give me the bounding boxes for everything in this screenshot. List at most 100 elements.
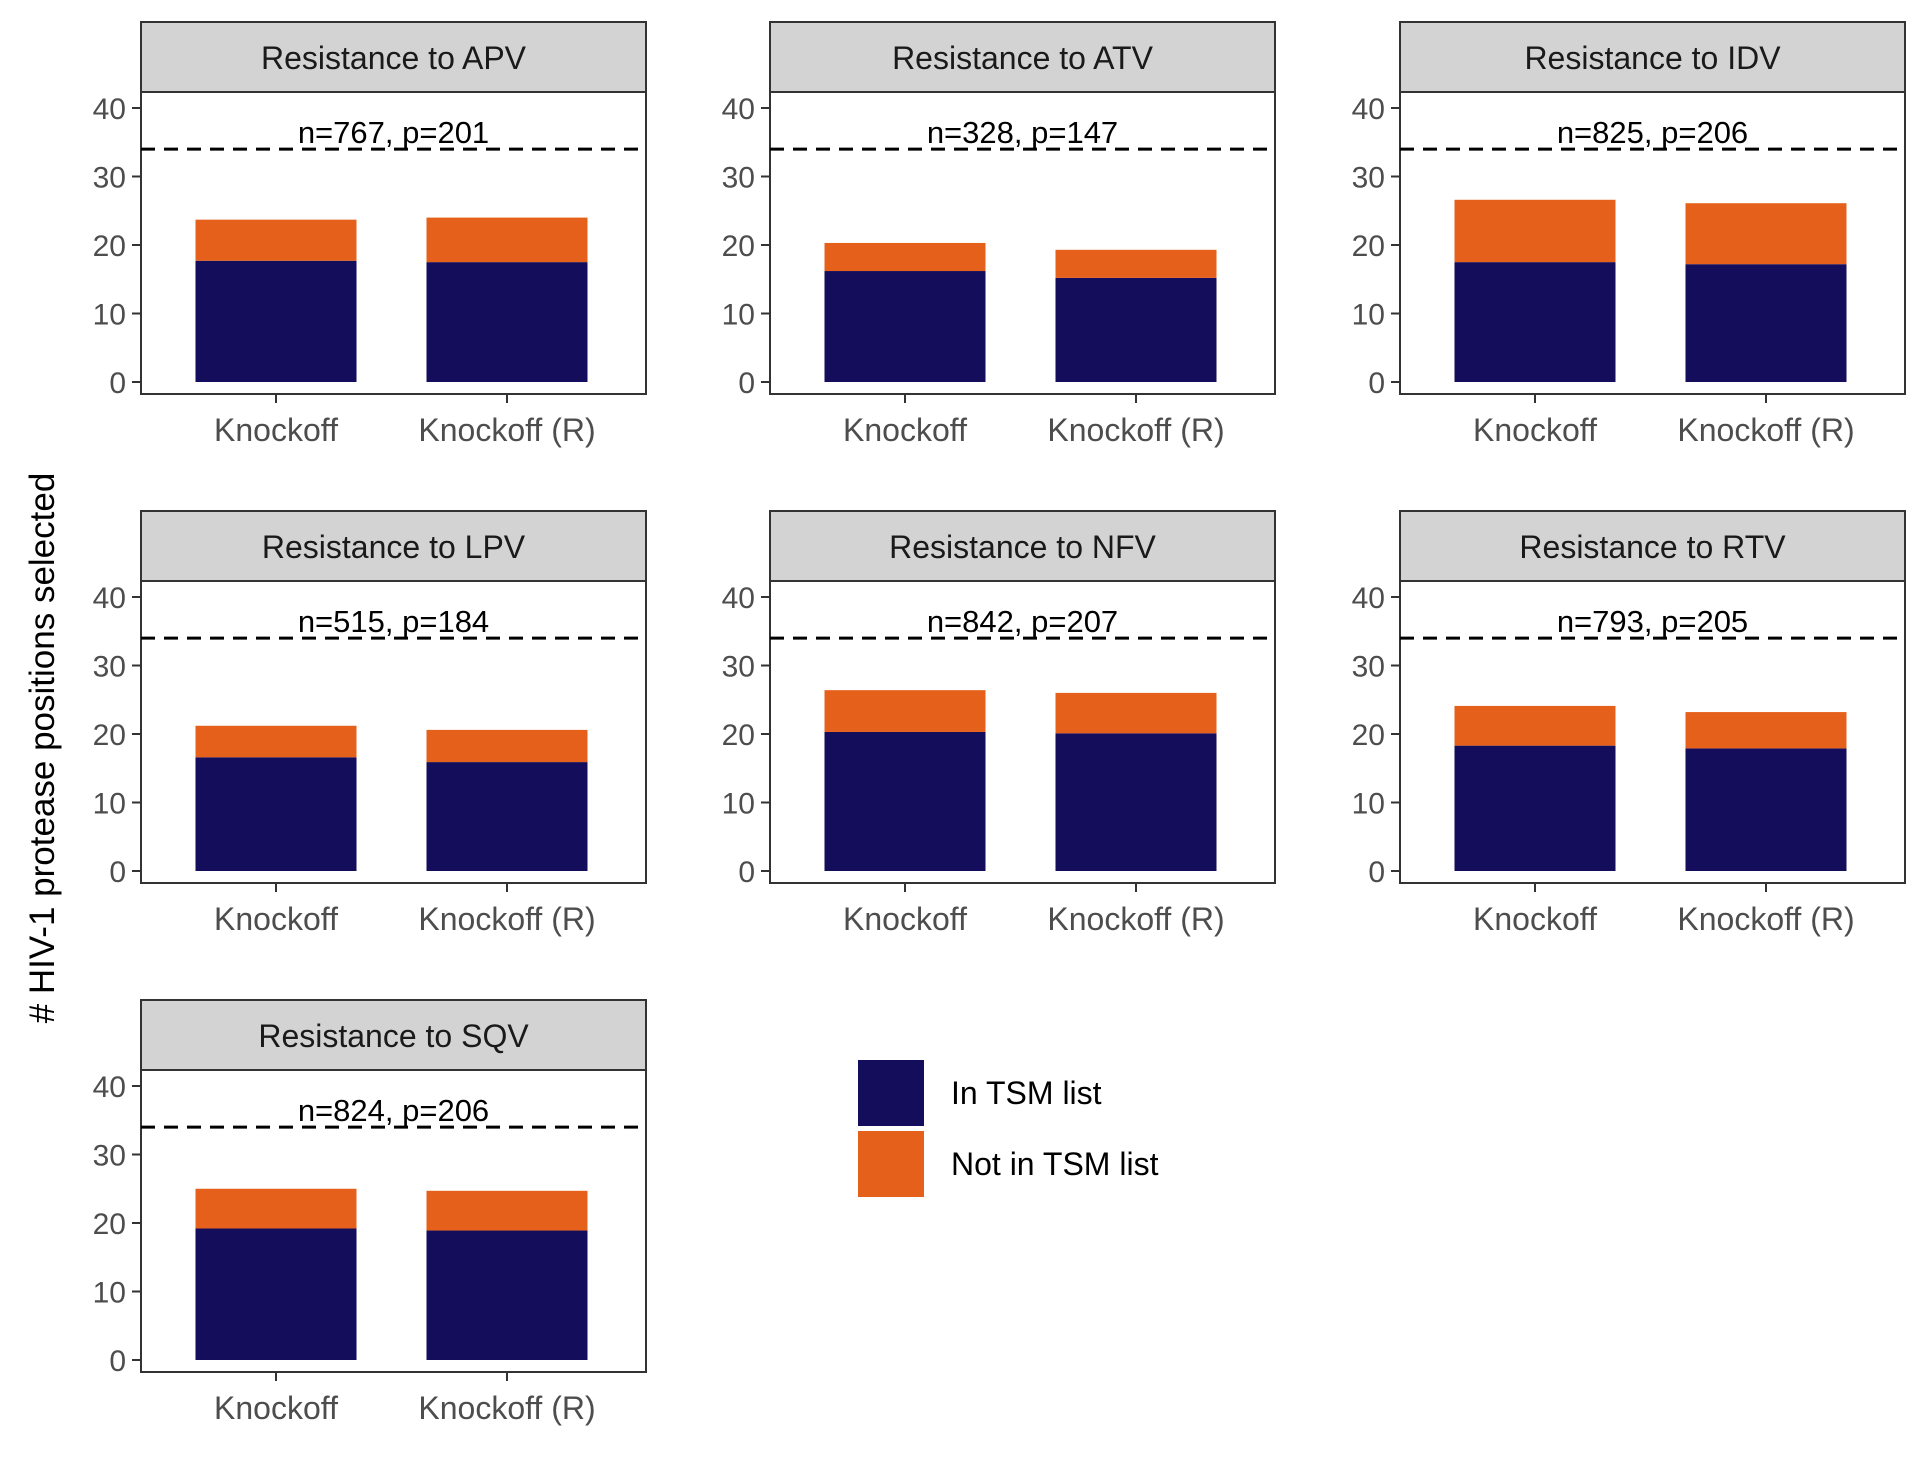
x-tick-label: Knockoff <box>843 901 967 937</box>
y-tick-label: 30 <box>93 651 126 684</box>
bar-not-in-tsm <box>1055 692 1217 734</box>
panels: Resistance to APV n=767, p=201 0 10 20 30 40 Kn… <box>93 21 1906 1426</box>
y-tick-label: 40 <box>93 1071 126 1104</box>
y-tick-label: 10 <box>1352 299 1385 332</box>
panel-title: Resistance to NFV <box>889 529 1156 565</box>
bar-in-tsm <box>426 1230 588 1360</box>
y-tick-label: 30 <box>722 162 755 195</box>
y-tick-label: 40 <box>93 582 126 615</box>
panel-6: Resistance to RTV n=793, p=205 0 10 20 30 40 Kn… <box>1352 510 1906 937</box>
y-tick-label: 40 <box>1352 93 1385 126</box>
bar-in-tsm <box>426 262 588 382</box>
panel-annotation: n=515, p=184 <box>298 604 489 639</box>
bar-not-in-tsm <box>195 1188 357 1229</box>
panel-strip <box>140 510 647 582</box>
panel-title: Resistance to SQV <box>258 1018 529 1054</box>
x-tick-label: Knockoff <box>214 412 338 448</box>
bar-in-tsm <box>426 762 588 871</box>
y-tick-label: 0 <box>109 367 126 400</box>
bar-in-tsm <box>1454 262 1616 382</box>
y-tick-label: 20 <box>93 230 126 263</box>
bar-not-in-tsm <box>1454 199 1616 263</box>
x-tick-label: Knockoff (R) <box>1677 901 1854 937</box>
bar-not-in-tsm <box>1055 249 1217 278</box>
legend-swatch <box>858 1060 924 1126</box>
bar-not-in-tsm <box>824 690 986 732</box>
bar-in-tsm <box>1685 748 1847 871</box>
panel-annotation: n=842, p=207 <box>927 604 1118 639</box>
x-tick-label: Knockoff <box>214 1390 338 1426</box>
y-tick-label: 20 <box>93 1208 126 1241</box>
panel-7: Resistance to SQV n=824, p=206 0 10 20 30 40 Kn… <box>93 999 647 1426</box>
y-tick-label: 20 <box>1352 719 1385 752</box>
panel-5: Resistance to NFV n=842, p=207 0 10 20 30 40 Kn… <box>722 510 1276 937</box>
panel-annotation: n=793, p=205 <box>1557 604 1748 639</box>
y-tick-label: 30 <box>1352 162 1385 195</box>
y-axis-label: # HIV-1 protease positions selected <box>23 473 62 1024</box>
panel-annotation: n=328, p=147 <box>927 115 1118 150</box>
bar-not-in-tsm <box>195 219 357 261</box>
bar-in-tsm <box>195 757 357 871</box>
y-tick-label: 20 <box>1352 230 1385 263</box>
legend: In TSM list Not in TSM list <box>858 1060 1159 1197</box>
y-tick-label: 40 <box>93 93 126 126</box>
bar-not-in-tsm <box>195 725 357 758</box>
bar-not-in-tsm <box>1685 203 1847 265</box>
bar-in-tsm <box>1055 733 1217 871</box>
legend-label: In TSM list <box>951 1075 1102 1111</box>
y-tick-label: 10 <box>93 1277 126 1310</box>
panel-annotation: n=767, p=201 <box>298 115 489 150</box>
panel-title: Resistance to RTV <box>1519 529 1786 565</box>
bar-in-tsm <box>195 1228 357 1360</box>
y-tick-label: 10 <box>722 299 755 332</box>
bar-not-in-tsm <box>824 242 986 272</box>
x-tick-label: Knockoff <box>214 901 338 937</box>
y-tick-label: 10 <box>93 788 126 821</box>
y-tick-label: 0 <box>1368 367 1385 400</box>
y-tick-label: 10 <box>1352 788 1385 821</box>
x-tick-label: Knockoff <box>843 412 967 448</box>
y-tick-label: 40 <box>722 582 755 615</box>
x-tick-label: Knockoff (R) <box>418 1390 595 1426</box>
legend-swatch <box>858 1131 924 1197</box>
x-tick-label: Knockoff <box>1473 901 1597 937</box>
panel-title: Resistance to IDV <box>1524 40 1781 76</box>
bar-in-tsm <box>195 260 357 382</box>
panel-3: Resistance to IDV n=825, p=206 0 10 20 30 40 Kn… <box>1352 21 1906 448</box>
bar-in-tsm <box>1055 277 1217 382</box>
y-tick-label: 20 <box>722 230 755 263</box>
y-tick-label: 40 <box>1352 582 1385 615</box>
x-tick-label: Knockoff (R) <box>418 412 595 448</box>
bar-not-in-tsm <box>426 729 588 763</box>
panel-annotation: n=825, p=206 <box>1557 115 1748 150</box>
y-tick-label: 0 <box>738 856 755 889</box>
bar-in-tsm <box>824 271 986 382</box>
x-tick-label: Knockoff (R) <box>1677 412 1854 448</box>
y-tick-label: 20 <box>722 719 755 752</box>
bar-not-in-tsm <box>426 1190 588 1231</box>
panel-1: Resistance to APV n=767, p=201 0 10 20 30 40 Kn… <box>93 21 647 448</box>
panel-4: Resistance to LPV n=515, p=184 0 10 20 30 40 Kn… <box>93 510 647 937</box>
panel-strip <box>1399 21 1906 93</box>
bar-in-tsm <box>1685 264 1847 382</box>
panel-title: Resistance to ATV <box>892 40 1154 76</box>
bar-not-in-tsm <box>426 217 588 263</box>
y-tick-label: 40 <box>722 93 755 126</box>
y-tick-label: 0 <box>738 367 755 400</box>
bar-in-tsm <box>824 731 986 871</box>
x-tick-label: Knockoff (R) <box>1047 901 1224 937</box>
y-tick-label: 30 <box>93 1140 126 1173</box>
y-tick-label: 20 <box>93 719 126 752</box>
bar-not-in-tsm <box>1685 712 1847 749</box>
panel-title: Resistance to LPV <box>262 529 526 565</box>
bar-in-tsm <box>1454 745 1616 871</box>
panel-annotation: n=824, p=206 <box>298 1093 489 1128</box>
panel-title: Resistance to APV <box>261 40 527 76</box>
y-tick-label: 30 <box>1352 651 1385 684</box>
panel-strip <box>140 21 647 93</box>
y-tick-label: 10 <box>722 788 755 821</box>
y-tick-label: 30 <box>722 651 755 684</box>
x-tick-label: Knockoff (R) <box>418 901 595 937</box>
y-tick-label: 0 <box>1368 856 1385 889</box>
